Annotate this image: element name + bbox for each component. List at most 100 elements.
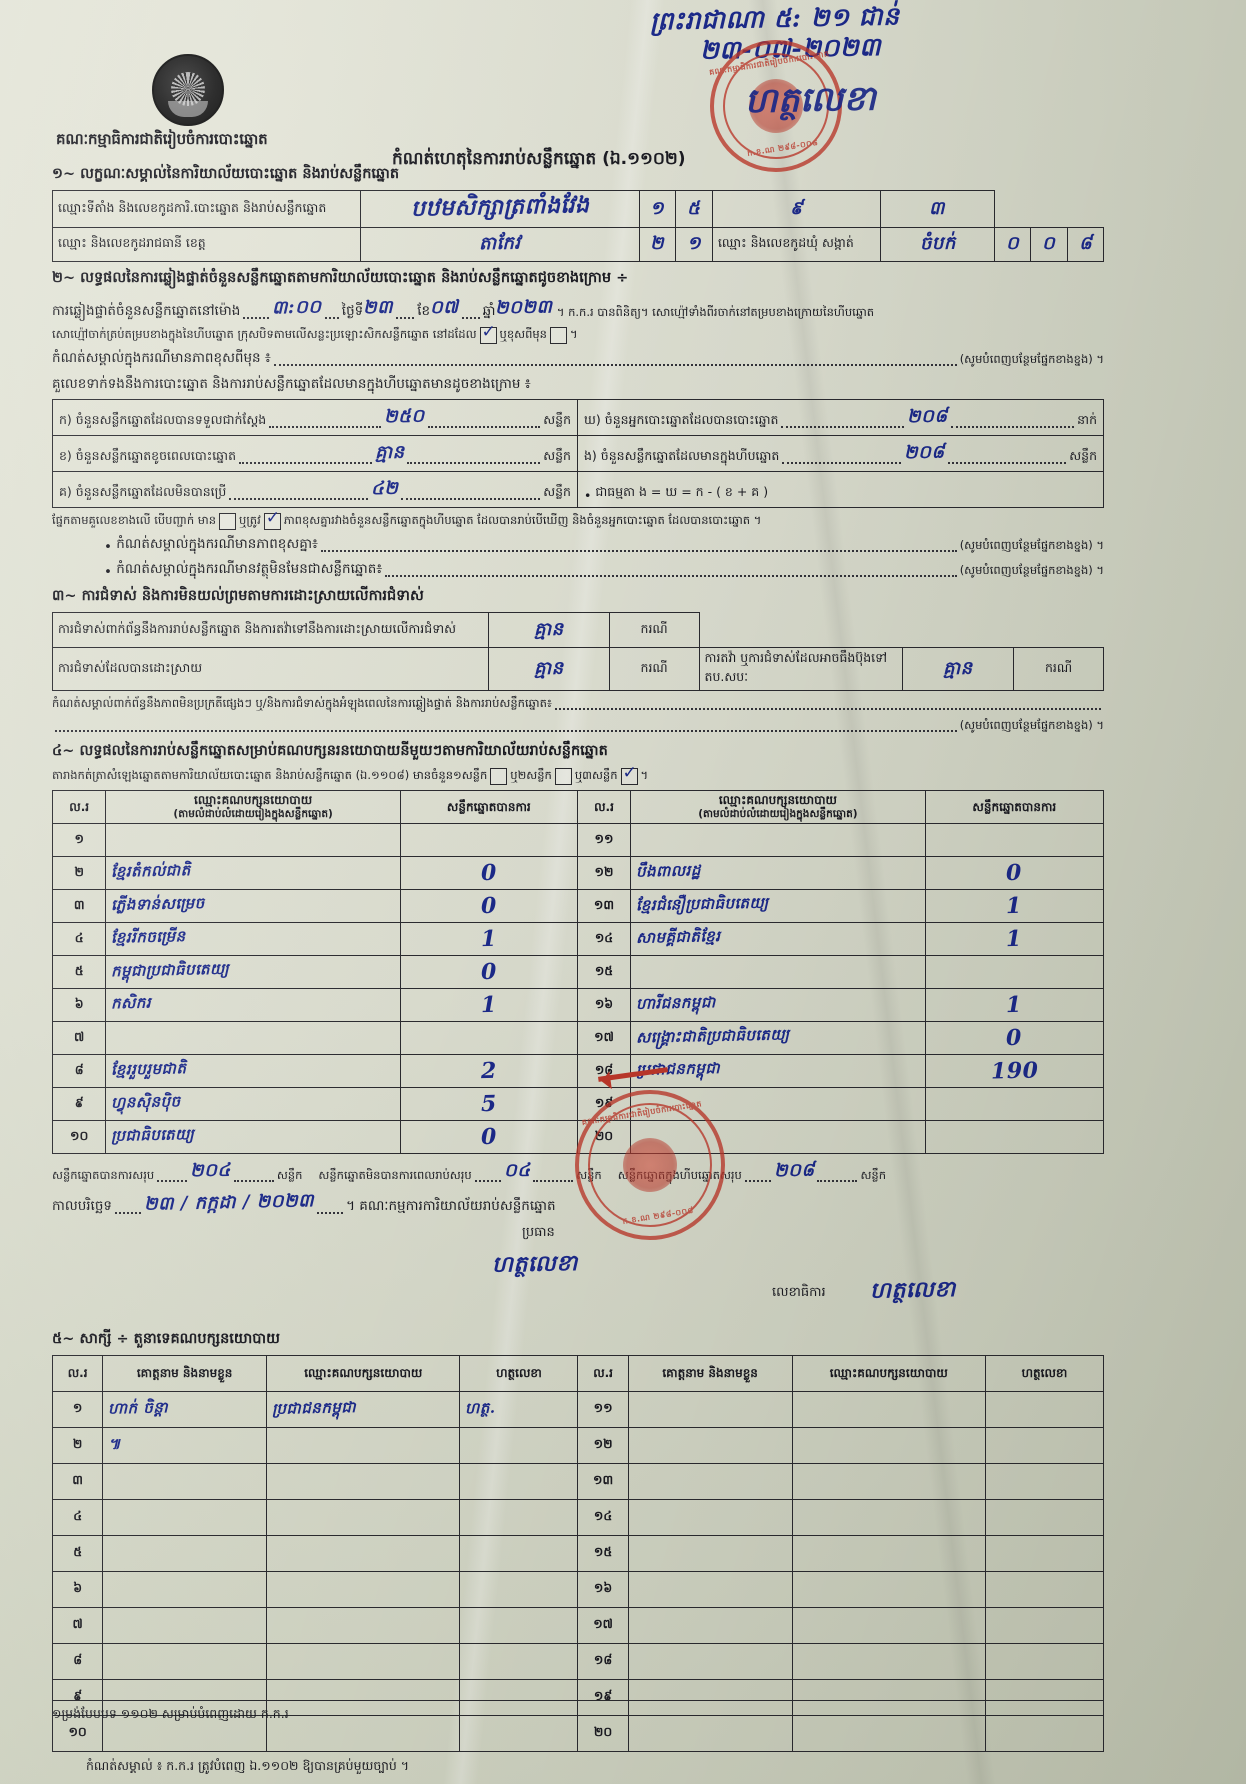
witness-party-left xyxy=(266,1679,461,1717)
witness-signature-right xyxy=(984,1463,1105,1501)
total-box-unit: សន្លឹក xyxy=(860,1168,887,1183)
line-end-mark: ។ xyxy=(640,768,649,782)
witness-signature-left xyxy=(459,1463,579,1501)
objection-row2-value: គ្មាន xyxy=(488,647,610,691)
witness-signature-right xyxy=(984,1643,1105,1681)
seal-same-checkbox[interactable] xyxy=(479,322,497,344)
party-name-right: បឹងពាលរដ្ឋ xyxy=(630,856,926,891)
table-row: ៤ខ្មែររីកចម្រើន 1 ១៤ សាមគ្គីជាតិខ្មែរ 1 xyxy=(51,922,1105,957)
dot-leader xyxy=(401,498,541,500)
witness-name-right xyxy=(627,1499,793,1537)
tally-option-3-checkbox[interactable] xyxy=(620,763,638,785)
table-header-row: ល.រ ឈ្មោះគណបក្សនយោបាយ (តាមលំដាប់លំដោយរៀង… xyxy=(51,789,1105,825)
discrepancy-prefix: ផ្នែកតាមគួលេខខាងលើ បើបញ្ជាក់ មាន xyxy=(52,513,217,527)
figure-e: ង) ចំនួនសន្លឹកឆ្នោតដែលមានក្នុងហីបឆ្នោត ២… xyxy=(578,436,1103,471)
figure-c: គ) ចំនួនសន្លឹកឆ្នោតដែលមិនបានប្រើ ៤២ សន្ល… xyxy=(53,472,578,507)
party-votes-right: 1 xyxy=(924,988,1105,1023)
party-index-right: ១៣ xyxy=(576,889,632,924)
witness-index-left: ៧ xyxy=(51,1607,104,1645)
dot-leader xyxy=(317,1212,344,1215)
witness-index-right: ១៣ xyxy=(577,1463,629,1501)
figure-formula: • ជាធម្មតា ង = ឃ = ក - ( ខ + គ ) xyxy=(578,472,1103,507)
note-difference-label: កំណត់សម្គាល់ក្នុងករណីមានភាពខុសពីមុន ៖ xyxy=(52,350,271,366)
witness-party-left xyxy=(266,1715,461,1753)
dot-leader xyxy=(951,426,1075,428)
station-code-digit-1: ១ xyxy=(638,190,677,228)
seal-different-checkbox[interactable] xyxy=(549,327,567,344)
party-votes-left xyxy=(399,1021,578,1056)
col-party-right: ឈ្មោះគណបក្សនយោបាយ (តាមលំដាប់លំដោយរៀងក្នុ… xyxy=(630,789,926,825)
table-row: គ) ចំនួនសន្លឹកឆ្នោតដែលមិនបានប្រើ ៤២ សន្ល… xyxy=(53,472,1103,507)
date-value: ២៣ / កក្កដា / ២០២៣ xyxy=(143,1190,315,1215)
figure-d-unit: នាក់ xyxy=(1077,412,1098,427)
day-label: ថ្ងៃទី xyxy=(341,303,364,319)
total-valid-unit: សន្លឹក xyxy=(276,1168,303,1183)
dot-leader xyxy=(324,317,339,319)
witness-signature-left xyxy=(459,1679,579,1717)
figures-intro: គួលេខទាក់ទងនឹងការបោះឆ្នោត និងការរាប់សន្ល… xyxy=(52,376,531,392)
bullet-foreign-object-line: • កំណត់សម្គាល់ក្នុងករណីមានវត្ថុមិនមែនជាស… xyxy=(104,560,1104,580)
figure-e-unit: សន្លឹក xyxy=(1069,448,1098,463)
witness-party-left: ប្រជាជនកម្ពុជា xyxy=(266,1391,461,1429)
witness-party-left xyxy=(266,1535,461,1573)
bullet-difference-tail: (សូមបំពេញបន្ថែមផ្នែកខាងខ្នង) ។ xyxy=(959,538,1104,552)
party-name-left: ខ្មែររួបរួមជាតិ xyxy=(105,1054,401,1089)
dot-leader xyxy=(817,1180,858,1183)
col-index-left: ល.រ xyxy=(51,789,107,825)
bullet-dot: • xyxy=(104,539,117,555)
bullet-foreign-object-tail: (សូមបំពេញបន្ថែមផ្នែកខាងខ្នង) ។ xyxy=(959,563,1104,577)
tally-option-2-checkbox[interactable] xyxy=(554,768,572,785)
witness-signature-left xyxy=(459,1571,579,1609)
seal-condition-text: សោហ្ម៉ៅចាក់ត្រប់តម្របខាងក្នុងនៃហីបឆ្នោត … xyxy=(52,327,477,341)
discrepancy-mid: ឬត្រូវ xyxy=(239,513,261,527)
party-votes-right: 0 xyxy=(924,1021,1105,1056)
figure-c-value: ៤២ xyxy=(370,477,399,500)
witness-party-right xyxy=(791,1499,986,1537)
witness-party-left xyxy=(266,1499,461,1537)
table-row: ៥កម្ពុជាប្រជាធិបតេយ្យ 0 ១៥ xyxy=(51,955,1105,990)
tally-option-1-checkbox[interactable] xyxy=(490,768,508,785)
party-rows-body: ១១១២ខ្មែរតំកល់ជាតិ 0 ១២ បឹងពាលរដ្ឋ 0 ៣ភ្លើងទា… xyxy=(51,823,1105,1155)
witness-party-left xyxy=(266,1427,461,1465)
party-name-right: ហារីជនកម្ពុជា xyxy=(630,988,926,1023)
party-index-left: ២ xyxy=(51,856,107,891)
party-votes-left: 1 xyxy=(399,922,578,957)
col-party-left-line1: ឈ្មោះគណបក្សនយោបាយ xyxy=(194,793,313,807)
objection-row1-value: គ្មាន xyxy=(488,612,610,648)
discrepancy-yes-checkbox[interactable] xyxy=(219,513,237,530)
discrepancy-suffix: ភាពខុសគ្នារវាងចំនួនសន្លឹកឆ្នោតក្នុងហីបឆ្… xyxy=(283,513,762,527)
organization-name: គណៈកម្មាធិការជាតិរៀបចំការបោះឆ្នោត xyxy=(56,130,268,148)
figure-c-label: ចំនួនសន្លឹកឆ្នោតដែលមិនបានប្រើ xyxy=(75,484,227,499)
witness-col-index-right: ល.រ xyxy=(577,1355,629,1393)
table-row: ១ហាក់ ចិន្តា ប្រជាជនកម្ពុជា ហត្ថ. ១១ xyxy=(51,1391,1105,1429)
figure-a-label: ចំនួនសន្លឹកឆ្នោតដែលបានទទួលជាក់ស្តែង xyxy=(75,412,267,427)
objections-table: ការជំទាស់ពាក់ព័ន្ធនឹងការរាប់សន្លឹកឆ្នោត … xyxy=(51,612,1104,691)
party-index-left: ៨ xyxy=(51,1054,107,1089)
witness-index-right: ១២ xyxy=(577,1427,629,1465)
total-box-value: ២០៨ xyxy=(773,1159,815,1182)
figure-e-key: ង) xyxy=(584,448,597,463)
party-votes-left xyxy=(399,823,578,858)
party-votes-left: 2 xyxy=(399,1054,578,1089)
table-row: ៩១៩ xyxy=(51,1679,1105,1717)
witness-name-right xyxy=(627,1643,793,1681)
witness-index-left: ១០ xyxy=(51,1715,104,1753)
objection-row2-label: ការជំទាស់ដែលបានដោះស្រាយ xyxy=(51,647,490,691)
witness-party-left xyxy=(266,1463,461,1501)
figure-e-value: ២០៨ xyxy=(903,441,945,464)
discrepancy-no-checkbox[interactable] xyxy=(263,508,281,530)
party-votes-left: 0 xyxy=(399,856,578,891)
province-label: ឈ្មោះ និងលេខកូដរាជធានី ខេត្ត xyxy=(52,227,361,262)
tally-option-3: ឬ៣សន្លឹក xyxy=(574,768,618,782)
table-header-row: ល.រ គោត្តនាម និងនាមខ្លួន ឈ្មោះគណបក្សនយោប… xyxy=(51,1355,1105,1393)
figure-b-label: ចំនួនសន្លឹកឆ្នោតខូចពេលបោះឆ្នោត xyxy=(75,448,237,463)
figure-d-key: ឃ) xyxy=(584,412,601,427)
objection-row2-unit: ករណី xyxy=(608,647,700,691)
witness-col-party-left: ឈ្មោះគណបក្សនយោបាយ xyxy=(266,1355,461,1393)
party-name-left: កសិករ xyxy=(105,988,401,1023)
section-1-heading: ១~ លក្ខណៈសម្គាល់នៃការិយាល័យបោះឆ្នោត និងរ… xyxy=(52,166,400,182)
witness-index-left: ៥ xyxy=(51,1535,104,1573)
dot-leader xyxy=(782,462,901,464)
chairman-signature: ហត្ថលេខា xyxy=(491,1250,579,1279)
party-votes-left: 5 xyxy=(399,1087,578,1122)
